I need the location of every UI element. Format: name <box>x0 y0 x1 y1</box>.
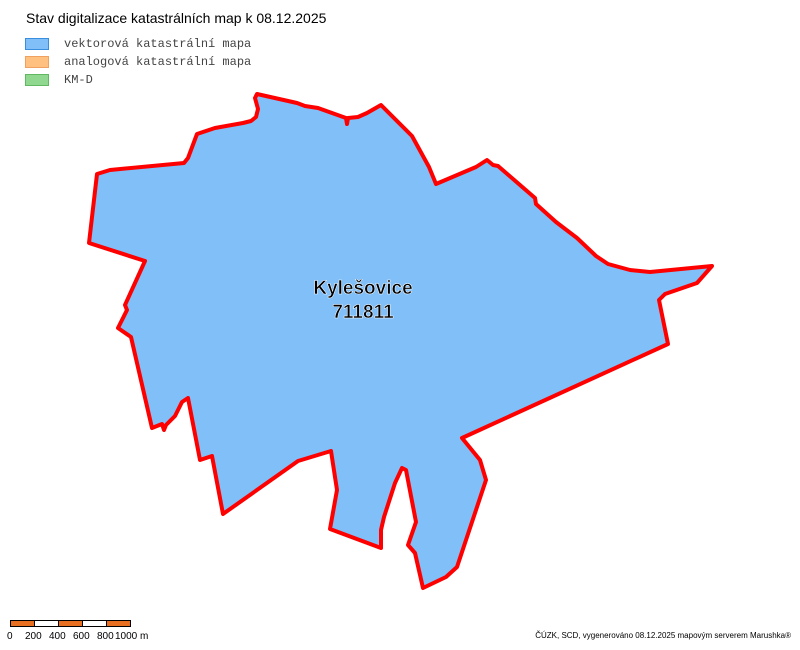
legend: vektorová katastrální mapa analogová kat… <box>25 35 251 89</box>
legend-item-analog: analogová katastrální mapa <box>25 53 251 71</box>
scale-segment <box>107 621 130 626</box>
legend-swatch <box>25 74 49 86</box>
scale-segment <box>83 621 107 626</box>
scale-segment <box>59 621 83 626</box>
scale-segment <box>11 621 35 626</box>
scale-tick: 200 <box>25 631 42 642</box>
scale-tick: 1000 m <box>115 631 149 642</box>
legend-label: vektorová katastrální mapa <box>64 37 252 51</box>
area-code-label: 711811 <box>332 302 394 323</box>
legend-label: analogová katastrální mapa <box>64 55 252 69</box>
legend-swatch <box>25 56 49 68</box>
credit-text: ČÚZK, SCD, vygenerováno 08.12.2025 mapov… <box>535 631 791 640</box>
legend-swatch <box>25 38 49 50</box>
scale-segment <box>35 621 59 626</box>
cadastral-area-kylesovice[interactable] <box>87 92 714 590</box>
map-title: Stav digitalizace katastrálních map k 08… <box>26 10 327 26</box>
scale-tick: 600 <box>73 631 90 642</box>
area-name-label: Kylešovice <box>313 278 412 299</box>
scale-tick: 400 <box>49 631 66 642</box>
scale-tick: 0 <box>7 631 13 642</box>
legend-label: KM-D <box>64 73 93 87</box>
legend-item-vector: vektorová katastrální mapa <box>25 35 251 53</box>
scale-tick: 800 <box>97 631 114 642</box>
legend-item-kmd: KM-D <box>25 71 251 89</box>
scale-bar <box>10 620 131 627</box>
